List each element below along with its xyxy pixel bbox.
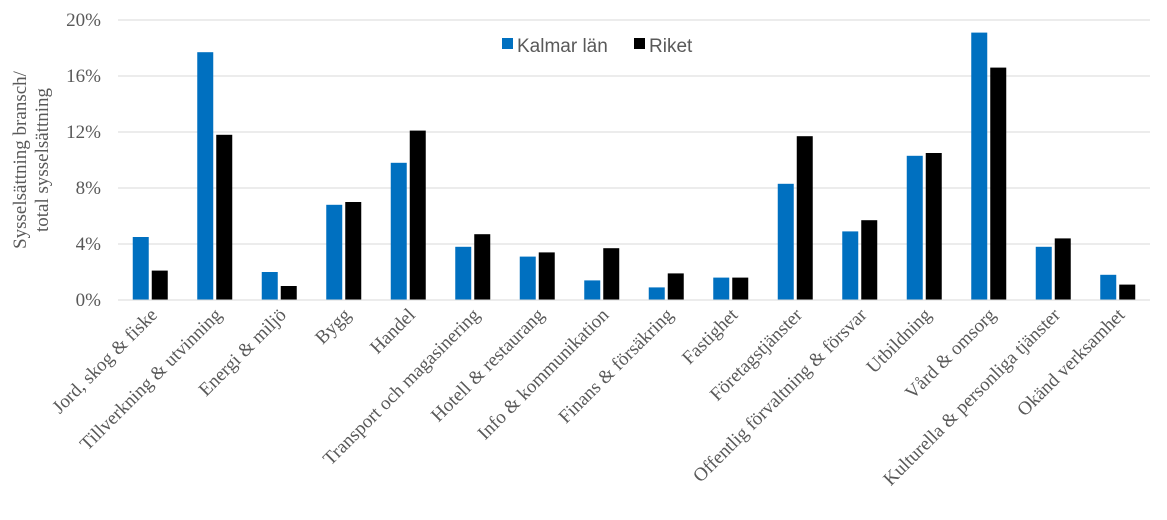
bar-riket-info-kommunikation	[603, 248, 620, 300]
bar-kalmar-lan-kulturella-personliga-tjanster	[1035, 246, 1052, 300]
bar-kalmar-lan-offentlig-forvaltning-forsvar	[842, 231, 859, 300]
bar-riket-foretagstjanster	[796, 136, 813, 300]
y-tick-label: 0%	[76, 290, 102, 311]
y-tick-label: 12%	[66, 122, 101, 143]
bar-riket-handel	[409, 130, 426, 300]
bar-riket-kulturella-personliga-tjanster	[1054, 238, 1071, 300]
bar-riket-tillverkning-utvinning	[216, 134, 233, 300]
x-tick-label: Okänd verksamhet	[1013, 304, 1129, 420]
legend-label-riket: Riket	[649, 36, 693, 57]
bar-riket-hotell-restaurang	[538, 252, 555, 300]
bar-riket-vard-omsorg	[990, 67, 1007, 300]
y-tick-label: 4%	[76, 234, 102, 255]
bar-kalmar-lan-energi-miljo	[261, 272, 278, 300]
bar-riket-okand-verksamhet	[1119, 284, 1136, 300]
bar-riket-utbildning	[925, 153, 942, 300]
legend-swatch-riket	[634, 38, 645, 49]
bar-riket-bygg	[345, 202, 362, 300]
y-axis-ticks: 0% 4% 8% 12% 16% 20%	[66, 10, 101, 311]
bar-kalmar-lan-transport-och-magasinering	[455, 246, 472, 300]
bar-kalmar-lan-foretagstjanster	[777, 183, 794, 300]
x-tick-label: Bygg	[311, 304, 355, 348]
bar-riket-offentlig-forvaltning-forsvar	[861, 220, 878, 300]
bar-kalmar-lan-okand-verksamhet	[1100, 274, 1117, 300]
bar-kalmar-lan-info-kommunikation	[584, 280, 601, 300]
y-tick-label: 16%	[66, 66, 101, 87]
bar-kalmar-lan-utbildning	[906, 155, 923, 300]
bar-riket-jord-skog-fiske	[151, 270, 168, 300]
bar-riket-finans-forsakring	[667, 273, 684, 300]
bar-riket-fastighet	[732, 277, 749, 300]
x-tick-label: Fastighet	[678, 304, 743, 369]
y-tick-label: 8%	[76, 178, 102, 199]
y-axis-label: Sysselsättning bransch/ total sysselsätt…	[10, 70, 53, 249]
bar-kalmar-lan-vard-omsorg	[971, 32, 988, 300]
bar-kalmar-lan-fastighet	[713, 277, 730, 300]
legend-swatch-kalmar-lan	[502, 38, 513, 49]
bar-kalmar-lan-bygg	[326, 204, 343, 300]
y-axis-label-line-1: Sysselsättning bransch/	[10, 70, 31, 249]
bar-kalmar-lan-hotell-restaurang	[519, 256, 536, 300]
legend-label-kalmar-lan: Kalmar län	[517, 36, 608, 57]
legend: Kalmar län Riket	[502, 36, 693, 57]
bar-riket-energi-miljo	[280, 286, 297, 300]
x-tick-label: Finans & försäkring	[555, 304, 678, 427]
bars	[132, 32, 1136, 301]
bar-riket-transport-och-magasinering	[474, 234, 491, 300]
bar-kalmar-lan-handel	[390, 162, 407, 300]
x-tick-label: Handel	[366, 305, 420, 359]
x-tick-label: Hotell & restaurang	[427, 304, 549, 426]
bar-kalmar-lan-finans-forsakring	[648, 287, 665, 300]
bar-kalmar-lan-tillverkning-utvinning	[197, 52, 214, 301]
y-tick-label: 20%	[66, 10, 101, 31]
y-axis-label-line-2: total sysselsättning	[32, 87, 53, 232]
x-tick-label: Jord, skog & fiske	[48, 305, 161, 418]
bar-kalmar-lan-jord-skog-fiske	[132, 237, 149, 300]
